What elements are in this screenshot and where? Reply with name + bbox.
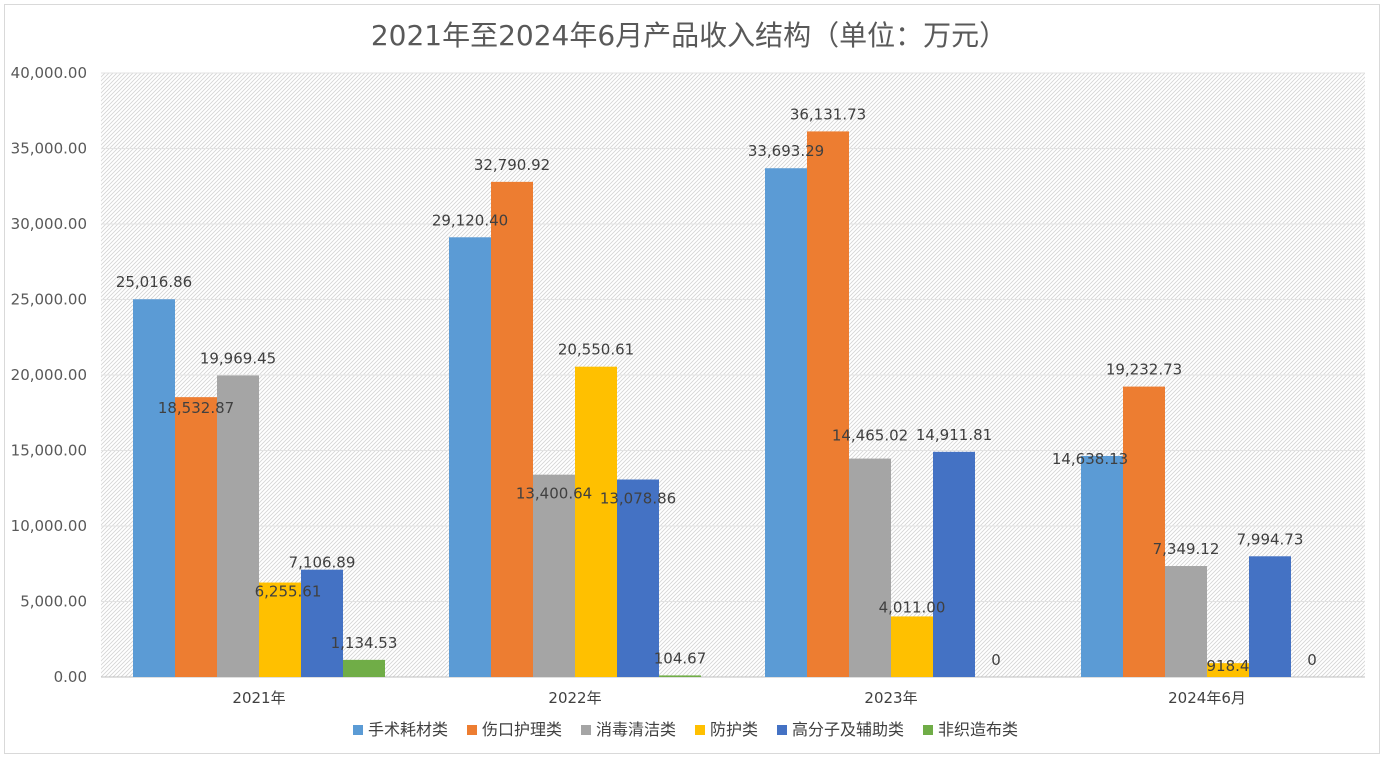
legend-label: 手术耗材类 — [368, 720, 448, 739]
data-label: 104.67 — [654, 649, 707, 667]
data-label: 7,349.12 — [1153, 540, 1220, 558]
legend-swatch — [467, 725, 477, 735]
bar — [891, 616, 933, 677]
data-labels: 25,016.86 18,532.87 19,969.45 6,255.61 7,106… — [116, 105, 1317, 675]
bar — [849, 458, 891, 677]
x-category-label: 2024年6月 — [1168, 689, 1246, 707]
bar — [1081, 455, 1123, 677]
data-label: 14,638.13 — [1052, 450, 1128, 468]
bar — [1123, 386, 1165, 677]
legend: 手术耗材类 伤口护理类 消毒清洁类 防护类 高分子及辅助类 非织造布类 — [353, 720, 1018, 739]
data-label: 7,106.89 — [289, 554, 356, 572]
legend-label: 伤口护理类 — [482, 720, 562, 739]
bars — [133, 131, 1291, 677]
bar — [449, 237, 491, 677]
legend-swatch — [581, 725, 591, 735]
y-tick-label: 40,000.00 — [11, 64, 87, 82]
chart: 2021年至2024年6月产品收入结构（单位：万元） 0.00 5,000.00 1… — [11, 19, 1365, 739]
bar — [617, 479, 659, 677]
data-label: 19,969.45 — [200, 349, 276, 367]
bar — [343, 659, 385, 677]
y-tick-label: 35,000.00 — [11, 140, 87, 158]
bar — [933, 451, 975, 677]
legend-label: 非织造布类 — [938, 720, 1018, 739]
data-label: 14,911.81 — [916, 426, 992, 444]
y-tick-label: 0.00 — [54, 668, 87, 686]
y-tick-label: 10,000.00 — [11, 517, 87, 535]
data-label: 29,120.40 — [432, 211, 508, 229]
legend-label: 消毒清洁类 — [596, 720, 676, 739]
data-label: 13,400.64 — [516, 485, 592, 503]
y-tick-label: 30,000.00 — [11, 215, 87, 233]
data-label: 32,790.92 — [474, 156, 550, 174]
bar — [575, 366, 617, 677]
legend-label: 高分子及辅助类 — [792, 720, 904, 739]
data-label: 33,693.29 — [748, 142, 824, 160]
legend-swatch — [777, 725, 787, 735]
bar — [533, 474, 575, 677]
data-label: 18,532.87 — [158, 399, 234, 417]
data-label: 4,011.00 — [879, 598, 946, 616]
legend-swatch — [353, 725, 363, 735]
bar — [1249, 556, 1291, 677]
y-tick-label: 25,000.00 — [11, 291, 87, 309]
y-axis-ticks: 0.00 5,000.00 10,000.00 15,000.00 20,000.00 2… — [11, 64, 87, 686]
y-tick-label: 5,000.00 — [20, 593, 87, 611]
data-label: 7,994.73 — [1237, 530, 1304, 548]
data-label: 19,232.73 — [1106, 361, 1182, 379]
bar — [1165, 566, 1207, 677]
data-label: 6,255.61 — [255, 583, 322, 601]
bar — [175, 397, 217, 677]
bar — [1207, 663, 1249, 677]
data-label: 918.4 — [1207, 657, 1250, 675]
bar — [259, 582, 301, 677]
x-category-label: 2022年 — [548, 689, 601, 707]
chart-frame: 2021年至2024年6月产品收入结构（单位：万元） 0.00 5,000.00 1… — [4, 4, 1380, 754]
data-label: 1,134.53 — [331, 634, 398, 652]
legend-label: 防护类 — [710, 720, 758, 739]
data-label: 13,078.86 — [600, 490, 676, 508]
data-label: 0 — [1307, 651, 1317, 669]
y-tick-label: 15,000.00 — [11, 442, 87, 460]
bar — [491, 181, 533, 677]
bar — [765, 168, 807, 677]
bar — [133, 299, 175, 677]
bar — [659, 675, 701, 677]
y-tick-label: 20,000.00 — [11, 366, 87, 384]
data-label: 25,016.86 — [116, 273, 192, 291]
x-category-label: 2023年 — [864, 689, 917, 707]
data-label: 20,550.61 — [558, 341, 634, 359]
legend-swatch — [695, 725, 705, 735]
x-axis-categories: 2021年 2022年 2023年 2024年6月 — [232, 689, 1245, 707]
data-label: 14,465.02 — [832, 427, 908, 445]
chart-title: 2021年至2024年6月产品收入结构（单位：万元） — [371, 19, 1007, 52]
data-label: 0 — [991, 651, 1001, 669]
bar — [301, 569, 343, 677]
bar — [217, 375, 259, 677]
data-label: 36,131.73 — [790, 105, 866, 123]
bar — [807, 131, 849, 677]
legend-swatch — [923, 725, 933, 735]
x-category-label: 2021年 — [232, 689, 285, 707]
